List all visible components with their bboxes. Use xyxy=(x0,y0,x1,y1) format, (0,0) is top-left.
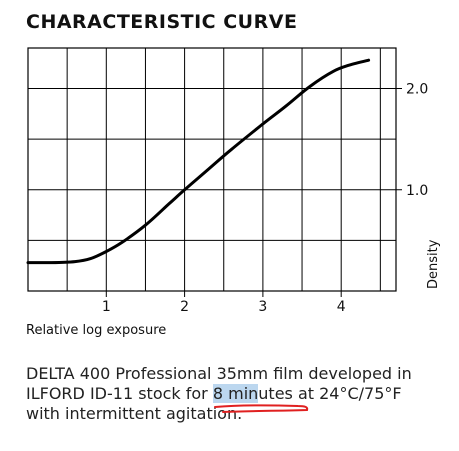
figure-caption: DELTA 400 Professional 35mm film develop… xyxy=(26,364,446,424)
tick-marks xyxy=(105,88,402,297)
caption-line-1: DELTA 400 Professional 35mm film develop… xyxy=(26,364,412,383)
y-tick-labels: 1.0 2.0 xyxy=(406,82,428,199)
x-tick-label: 4 xyxy=(337,299,346,315)
caption-line-2: ILFORD ID-11 stock for 8 minutes at 24°C… xyxy=(26,384,446,404)
caption-text: ILFORD ID-11 stock for xyxy=(26,384,213,403)
x-tick-labels: 1 2 3 4 xyxy=(102,299,346,315)
chart-title: CHARACTERISTIC CURVE xyxy=(26,11,298,33)
y-tick-label: 1.0 xyxy=(406,183,428,199)
y-axis-label: Density xyxy=(426,239,441,289)
x-tick-label: 3 xyxy=(258,299,267,315)
x-axis-label: Relative log exposure xyxy=(26,323,166,338)
red-underline-annotation xyxy=(214,404,309,413)
characteristic-curve-chart: 1 2 3 4 1.0 2.0 Relative log exposure Densit… xyxy=(26,47,441,338)
y-tick-label: 2.0 xyxy=(406,82,428,98)
x-tick-label: 1 xyxy=(102,299,111,315)
caption-highlight-2: utes xyxy=(258,384,293,403)
caption-text-end: at 24°C/75°F xyxy=(292,384,402,403)
density-curve xyxy=(26,58,371,265)
x-tick-label: 2 xyxy=(180,299,189,315)
grid xyxy=(27,47,397,292)
caption-highlight-1: 8 min xyxy=(212,384,259,403)
plot-frame xyxy=(27,47,397,292)
caption-line-3: with intermittent agitation. xyxy=(26,404,243,423)
